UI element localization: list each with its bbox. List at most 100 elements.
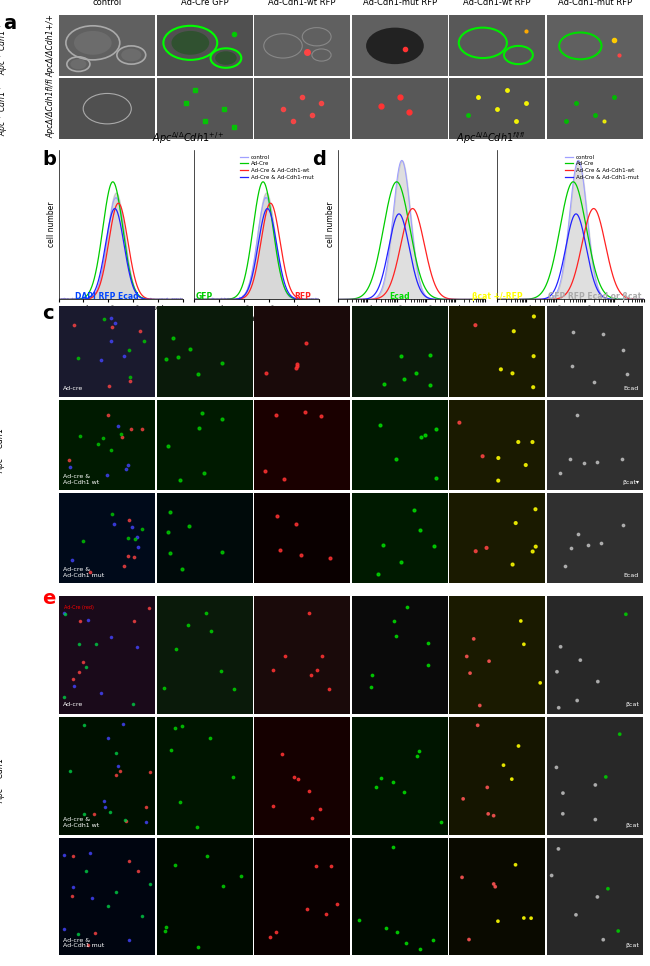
Point (127, 696, 138, 712)
Point (135, 324, 145, 339)
Point (513, 435, 523, 450)
Point (185, 341, 195, 356)
Point (312, 663, 322, 678)
Point (398, 371, 409, 386)
Point (415, 522, 425, 537)
Point (107, 320, 118, 335)
Point (81, 864, 91, 879)
Point (145, 764, 155, 780)
Point (618, 342, 629, 357)
Text: $Apc^{\Delta/\Delta}Cdh1^{fl/fl}$: $Apc^{\Delta/\Delta}Cdh1^{fl/fl}$ (456, 130, 525, 146)
Point (139, 333, 150, 349)
Point (103, 730, 114, 746)
Point (59, 606, 70, 621)
Point (105, 441, 116, 457)
Point (555, 466, 566, 481)
Point (535, 675, 545, 691)
Point (161, 352, 172, 367)
Point (489, 876, 499, 892)
Point (419, 427, 430, 442)
Point (554, 700, 564, 716)
Point (621, 607, 631, 622)
Point (205, 624, 216, 639)
Point (96, 686, 106, 701)
Point (292, 358, 302, 374)
Point (126, 421, 136, 437)
Point (274, 542, 285, 557)
X-axis label: E-Cadherin: E-Cadherin (100, 314, 142, 324)
Point (102, 467, 112, 482)
Point (526, 910, 536, 925)
X-axis label: β-Catenin: β-Catenin (237, 314, 275, 324)
Point (133, 539, 143, 554)
Point (396, 554, 406, 570)
Point (613, 923, 623, 939)
Point (177, 561, 187, 577)
Point (192, 819, 202, 835)
Point (115, 763, 125, 779)
Point (86, 890, 97, 905)
Text: ApcΔ/ΔCdh1fl/fl: ApcΔ/ΔCdh1fl/fl (46, 79, 55, 138)
Point (83, 612, 93, 628)
Text: Ad-cre &
Ad-Cdh1 wt: Ad-cre & Ad-Cdh1 wt (63, 816, 99, 828)
Point (558, 806, 568, 821)
Text: GFP RFP Ecad or βcat: GFP RFP Ecad or βcat (548, 293, 642, 301)
Point (371, 780, 382, 795)
Point (304, 606, 314, 621)
Point (598, 932, 608, 948)
Point (276, 747, 287, 762)
Point (593, 674, 603, 690)
Point (304, 782, 315, 798)
Text: RFP: RFP (294, 293, 311, 301)
Point (307, 810, 317, 826)
Text: Ecad: Ecad (389, 293, 410, 301)
Point (519, 637, 529, 652)
Point (567, 358, 577, 374)
Point (170, 858, 180, 873)
Point (558, 785, 568, 801)
Point (392, 924, 402, 940)
Point (124, 853, 135, 868)
Point (496, 361, 506, 377)
Point (73, 926, 83, 942)
Point (573, 526, 583, 542)
Point (373, 566, 384, 582)
Text: control: control (92, 0, 122, 7)
Point (568, 325, 578, 340)
Point (291, 360, 302, 376)
Point (74, 637, 85, 652)
Point (81, 660, 91, 675)
Point (530, 501, 541, 517)
Point (519, 910, 529, 925)
Text: Ad-Cdh1-wt RFP: Ad-Cdh1-wt RFP (268, 0, 336, 7)
Text: c: c (42, 304, 54, 324)
Point (118, 349, 129, 364)
Point (521, 457, 531, 472)
Point (506, 772, 517, 787)
Point (603, 881, 613, 896)
Point (555, 639, 566, 655)
Point (162, 438, 173, 453)
Point (616, 451, 627, 467)
Point (161, 920, 171, 935)
Point (566, 540, 576, 555)
Circle shape (70, 59, 86, 70)
Point (126, 519, 136, 534)
Point (132, 529, 142, 545)
Point (325, 551, 335, 566)
Point (493, 473, 504, 489)
Point (508, 556, 518, 572)
Point (141, 814, 151, 830)
Point (261, 365, 271, 381)
Point (306, 668, 316, 683)
Point (592, 454, 603, 469)
Point (201, 606, 211, 621)
Point (465, 666, 475, 681)
Point (268, 662, 279, 677)
Point (317, 648, 328, 664)
Text: Ad-Cre GFP &
Ad-Cdh1-mut RFP: Ad-Cre GFP & Ad-Cdh1-mut RFP (558, 0, 632, 7)
Point (507, 365, 517, 381)
Point (422, 636, 433, 651)
Point (64, 763, 75, 779)
Point (123, 530, 133, 546)
